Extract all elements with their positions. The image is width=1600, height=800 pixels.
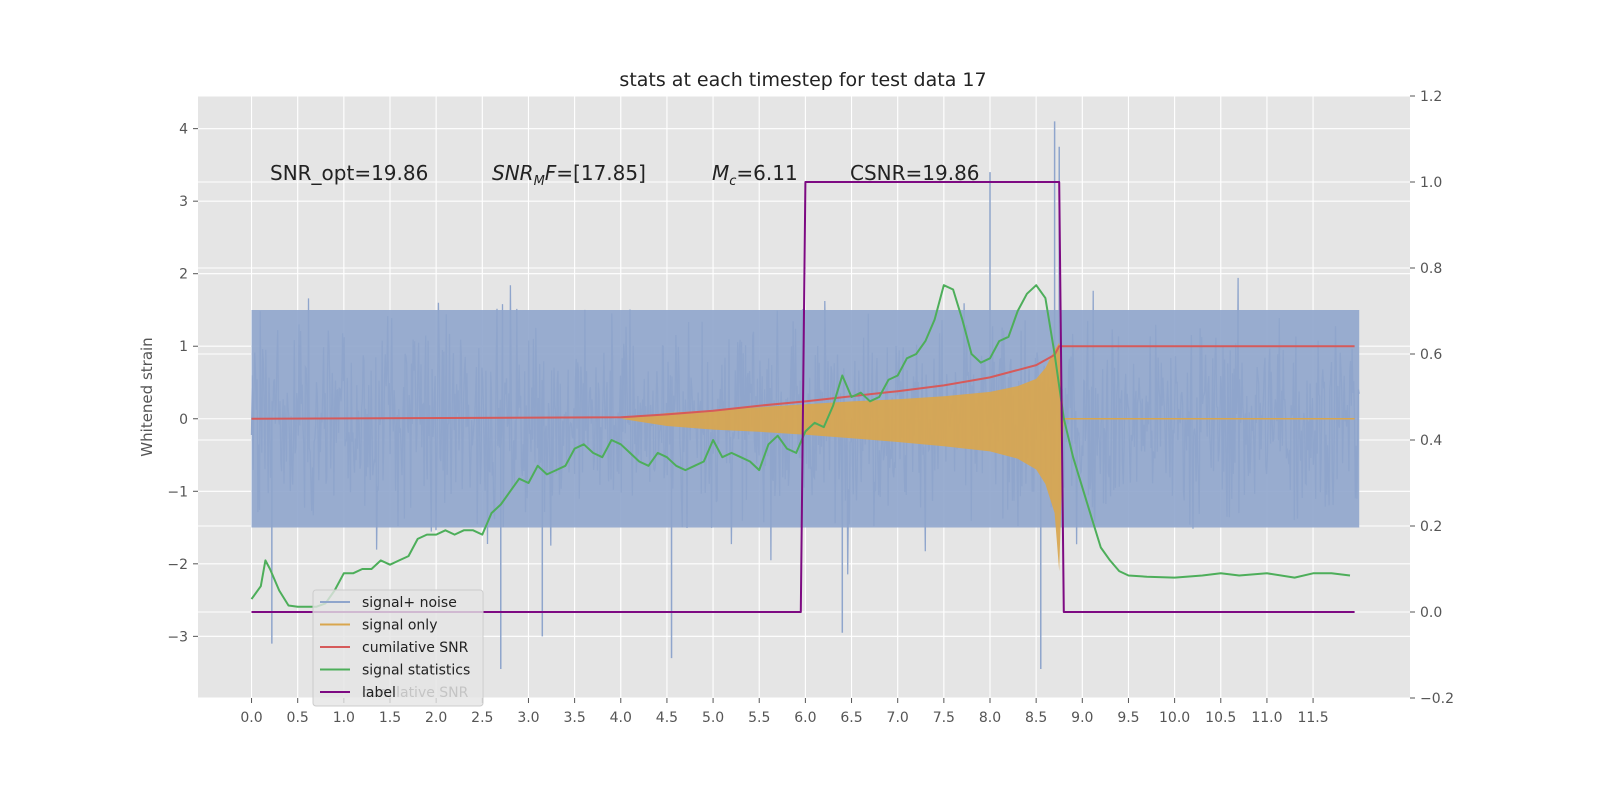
x-tick-label: 0.5 <box>287 710 309 726</box>
x-tick-label: 5.0 <box>702 710 724 726</box>
x-tick-label: 11.0 <box>1251 710 1282 726</box>
x-tick-label: 8.0 <box>979 710 1001 726</box>
y-tick-label: 0 <box>179 412 188 428</box>
y-tick-label: −2 <box>167 557 188 573</box>
series-signal-statistics <box>250 284 1351 608</box>
y-tick-label: 4 <box>179 122 188 138</box>
x-tick-label: 2.0 <box>425 710 447 726</box>
chart-title: stats at each timestep for test data 17 <box>619 69 986 91</box>
signal-envelope <box>620 342 1064 572</box>
y-tick-label: 3 <box>179 194 188 210</box>
x-tick-label: 11.5 <box>1297 710 1328 726</box>
series-line <box>250 284 1351 608</box>
x-tick-label: 1.5 <box>379 710 401 726</box>
x-tick-label: 3.0 <box>517 710 539 726</box>
y2-tick-label: 1.2 <box>1420 89 1442 105</box>
y2-tick-label: 0.4 <box>1420 433 1442 449</box>
series-cumilative-snr <box>251 345 1355 420</box>
legend: cumilative SNR signal+ noise signal only cu… <box>312 589 484 707</box>
legend-ghost-text: cumilative SNR <box>362 685 469 701</box>
x-tick-label: 7.0 <box>887 710 909 726</box>
y-tick-label: −1 <box>167 484 188 500</box>
y2-tick-label: 0.6 <box>1420 347 1442 363</box>
legend-box <box>312 589 484 707</box>
annotations: SNR_opt=19.86 SNRMF=[17.85] Mc=6.11 CSNR=19… <box>270 161 980 189</box>
x-tick-label: 4.0 <box>610 710 632 726</box>
x-tick-label: 7.5 <box>933 710 955 726</box>
legend-label: signal statistics <box>362 663 470 679</box>
x-tick-label: 0.0 <box>240 710 262 726</box>
x-tick-label: 10.5 <box>1205 710 1236 726</box>
y2-tick-label: −0.2 <box>1420 691 1454 707</box>
x-tick-label: 2.5 <box>471 710 493 726</box>
legend-label: signal+ noise <box>362 595 457 611</box>
series-line <box>251 181 1355 613</box>
x-tick-label: 5.5 <box>748 710 770 726</box>
legend-label: label <box>362 685 396 701</box>
annotation-1: SNR_opt=19.86 <box>270 161 428 185</box>
x-tick-label: 3.5 <box>563 710 585 726</box>
x-tick-label: 9.5 <box>1117 710 1139 726</box>
y2-tick-label: 0.8 <box>1420 261 1442 277</box>
y2-tick-label: 0.0 <box>1420 605 1442 621</box>
x-tick-label: 9.0 <box>1071 710 1093 726</box>
axes: 0.0 0.5 1.0 1.5 2.0 2.5 3.0 3.5 4.0 4.5 5.0 5.5 6.0 6… <box>167 89 1454 726</box>
y-axis-label: Whitened strain <box>138 337 156 456</box>
y2-tick-label: 0.2 <box>1420 519 1442 535</box>
y2-tick-label: 1.0 <box>1420 175 1442 191</box>
x-tick-label: 4.5 <box>656 710 678 726</box>
legend-label: signal only <box>362 618 437 634</box>
series-signal-only <box>620 342 1355 572</box>
series-line <box>251 345 1355 420</box>
series-layer <box>250 121 1360 669</box>
series-label <box>251 181 1355 613</box>
annotation-4: CSNR=19.86 <box>850 161 980 185</box>
legend-label: cumilative SNR <box>362 640 469 656</box>
annotation-3: Mc=6.11 <box>712 161 798 189</box>
x-tick-label: 1.0 <box>333 710 355 726</box>
x-tick-label: 6.5 <box>840 710 862 726</box>
y-tick-label: 1 <box>179 339 188 355</box>
x-tick-label: 10.0 <box>1159 710 1190 726</box>
y-tick-label: −3 <box>167 629 188 645</box>
x-tick-label: 8.5 <box>1025 710 1047 726</box>
x-tick-label: 6.0 <box>794 710 816 726</box>
y-tick-label: 2 <box>179 267 188 283</box>
annotation-2: SNRMF=[17.85] <box>492 161 646 189</box>
